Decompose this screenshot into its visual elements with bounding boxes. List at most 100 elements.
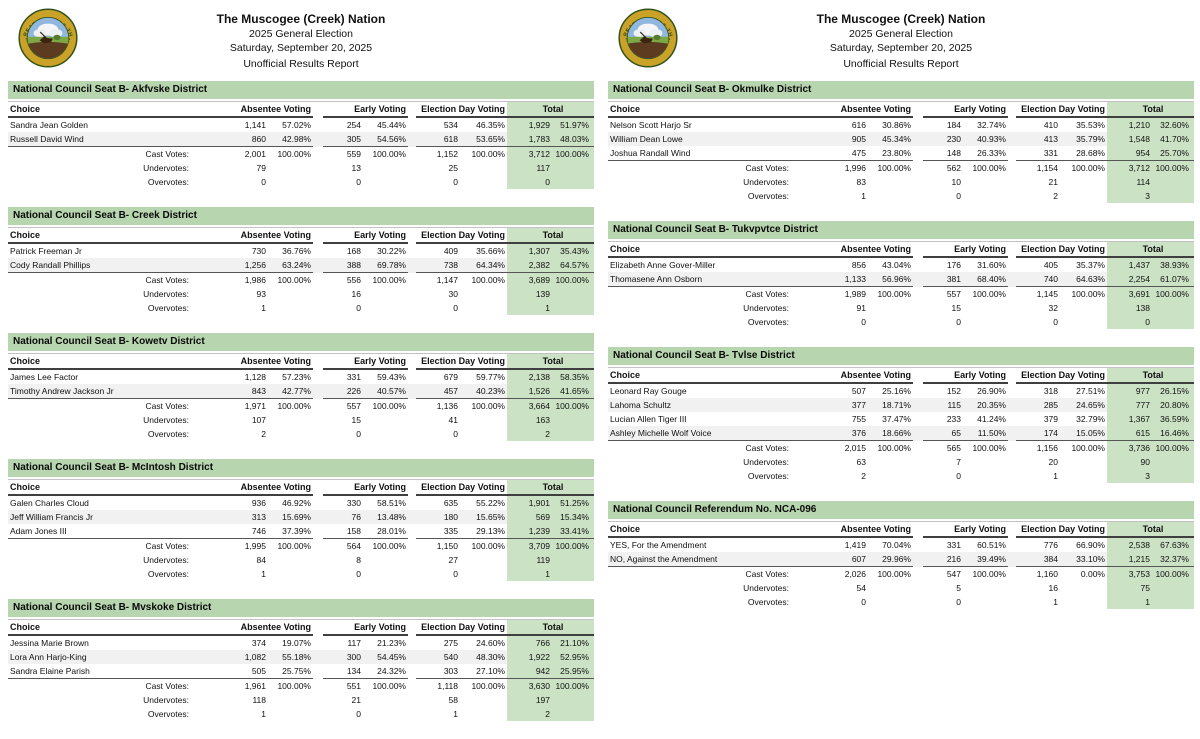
absentee-count: 607: [793, 552, 868, 567]
total-count: 197: [512, 693, 552, 707]
column-gap: [507, 175, 512, 189]
candidate-row: Galen Charles Cloud 936 46.92% 330 58.51…: [8, 495, 594, 510]
column-gap: [313, 693, 323, 707]
total-count: 114: [1112, 175, 1152, 189]
early-pct: 60.51%: [977, 540, 1006, 550]
early-count: 134: [323, 664, 363, 679]
total-pct: [1152, 581, 1194, 595]
early-count: 381: [923, 272, 963, 287]
column-gap: [408, 175, 416, 189]
election-day-count: 413: [1016, 132, 1060, 146]
early-count: 300: [323, 650, 363, 664]
column-gap: [313, 101, 323, 117]
total-count: 1,922: [512, 650, 552, 664]
absentee-pct: 45.34%: [868, 132, 913, 146]
early-pct: 100.00%: [972, 569, 1006, 579]
election-day-count: 540: [416, 650, 460, 664]
total-count: 1,215: [1112, 552, 1152, 567]
total-count: 1: [512, 567, 552, 581]
total-count: 119: [512, 553, 552, 567]
col-header-election-day-voting: Election Day Voting: [416, 353, 507, 370]
early-count: 226: [323, 384, 363, 399]
column-gap: [313, 147, 323, 162]
early-count: 0: [956, 597, 961, 607]
early-count: 65: [923, 426, 963, 441]
candidate-row: YES, For the Amendment 1,419 70.04% 331 …: [608, 537, 1194, 552]
column-gap: [1107, 552, 1112, 567]
absentee-pct: 46.92%: [282, 498, 311, 508]
election-day-count: 635: [443, 498, 458, 508]
total-pct: 32.60%: [1152, 117, 1194, 132]
total-count: 163: [512, 413, 552, 427]
overvotes-row: Overvotes: 2 0 1 3: [608, 469, 1194, 483]
early-pct: 100.00%: [972, 289, 1006, 299]
candidate-name: Ashley Michelle Wolf Voice: [608, 426, 793, 441]
absentee-count: 860: [193, 132, 268, 147]
column-gap: [913, 257, 923, 272]
election-day-count: 738: [416, 258, 460, 273]
total-pct: 41.65%: [552, 384, 594, 399]
undervotes-row: Undervotes: 63 7 20 90: [608, 455, 1194, 469]
absentee-count: 616: [851, 120, 866, 130]
col-header-total: Total: [1112, 521, 1194, 538]
total-pct: [552, 707, 594, 721]
early-count: 76: [323, 510, 363, 524]
total-pct: 100.00%: [1152, 440, 1194, 455]
election-day-count: 1: [1053, 471, 1058, 481]
election-day-count: 618: [416, 132, 460, 147]
column-gap: [1107, 440, 1112, 455]
column-gap: [1107, 132, 1112, 146]
column-gap: [1008, 581, 1016, 595]
candidate-name: Timothy Andrew Jackson Jr: [8, 384, 193, 399]
early-pct: 26.33%: [963, 146, 1008, 161]
early-pct: 24.32%: [363, 664, 408, 679]
election-day-count: 405: [1043, 260, 1058, 270]
absentee-count: 54: [856, 583, 866, 593]
election-day-pct: 0.00%: [1080, 569, 1105, 579]
column-gap: [1008, 521, 1016, 537]
col-header-total: Total: [1112, 241, 1194, 258]
nation-title: The Muscogee (Creek) Nation: [216, 12, 386, 26]
election-day-pct: [460, 553, 507, 567]
election-day-pct: 29.13%: [460, 524, 507, 539]
col-header-choice: Choice: [608, 241, 793, 258]
candidate-name: Patrick Freeman Jr: [10, 246, 82, 256]
early-count: 0: [356, 569, 361, 579]
race-section: National Council Seat B- Kowetv District…: [8, 333, 594, 441]
candidate-row: Jeff William Francis Jr 313 15.69% 76 13…: [8, 510, 594, 524]
total-pct: 58.35%: [552, 369, 594, 384]
column-gap: [313, 287, 323, 301]
column-gap: [507, 479, 512, 496]
total-pct: [552, 301, 594, 315]
absentee-count: 2,015: [844, 443, 866, 453]
election-day-pct: [460, 707, 507, 721]
absentee-count: 118: [252, 695, 266, 705]
absentee-count: 1,995: [244, 541, 266, 551]
absentee-count: 1,133: [793, 272, 868, 287]
column-gap: [507, 524, 512, 539]
early-count: 10: [951, 177, 961, 187]
cast-votes-row: Cast Votes: 2,001 100.00% 559 100.00% 1,…: [8, 146, 594, 162]
total-count: 569: [512, 510, 552, 524]
election-day-pct: 59.77%: [476, 372, 505, 382]
cast-votes-row: Cast Votes: 1,996 100.00% 562 100.00% 1,…: [608, 160, 1194, 175]
absentee-pct: 15.69%: [268, 510, 313, 524]
election-day-pct: [460, 413, 507, 427]
col-header-absentee-voting: Absentee Voting: [793, 101, 913, 118]
column-gap: [1107, 595, 1112, 609]
candidate-row: Nelson Scott Harjo Sr 616 30.86% 184 32.…: [608, 117, 1194, 132]
col-header-absentee-voting: Absentee Voting: [793, 241, 913, 258]
early-count: 331: [346, 372, 361, 382]
col-header-election-day-voting: Election Day Voting: [1016, 367, 1107, 384]
column-gap: [313, 510, 323, 524]
race-section: National Council Seat B- Okmulke Distric…: [608, 81, 1194, 203]
seal-plow: [39, 35, 53, 44]
absentee-pct: 37.47%: [882, 414, 911, 424]
col-header-election-day-voting: Election Day Voting: [1016, 241, 1107, 258]
candidate-name: James Lee Factor: [10, 372, 79, 382]
early-count: 117: [347, 638, 361, 648]
summary-label: Cast Votes:: [745, 569, 789, 579]
absentee-pct: 57.02%: [282, 120, 311, 130]
total-count: 1,307: [512, 243, 552, 258]
early-pct: 100.00%: [372, 149, 406, 159]
